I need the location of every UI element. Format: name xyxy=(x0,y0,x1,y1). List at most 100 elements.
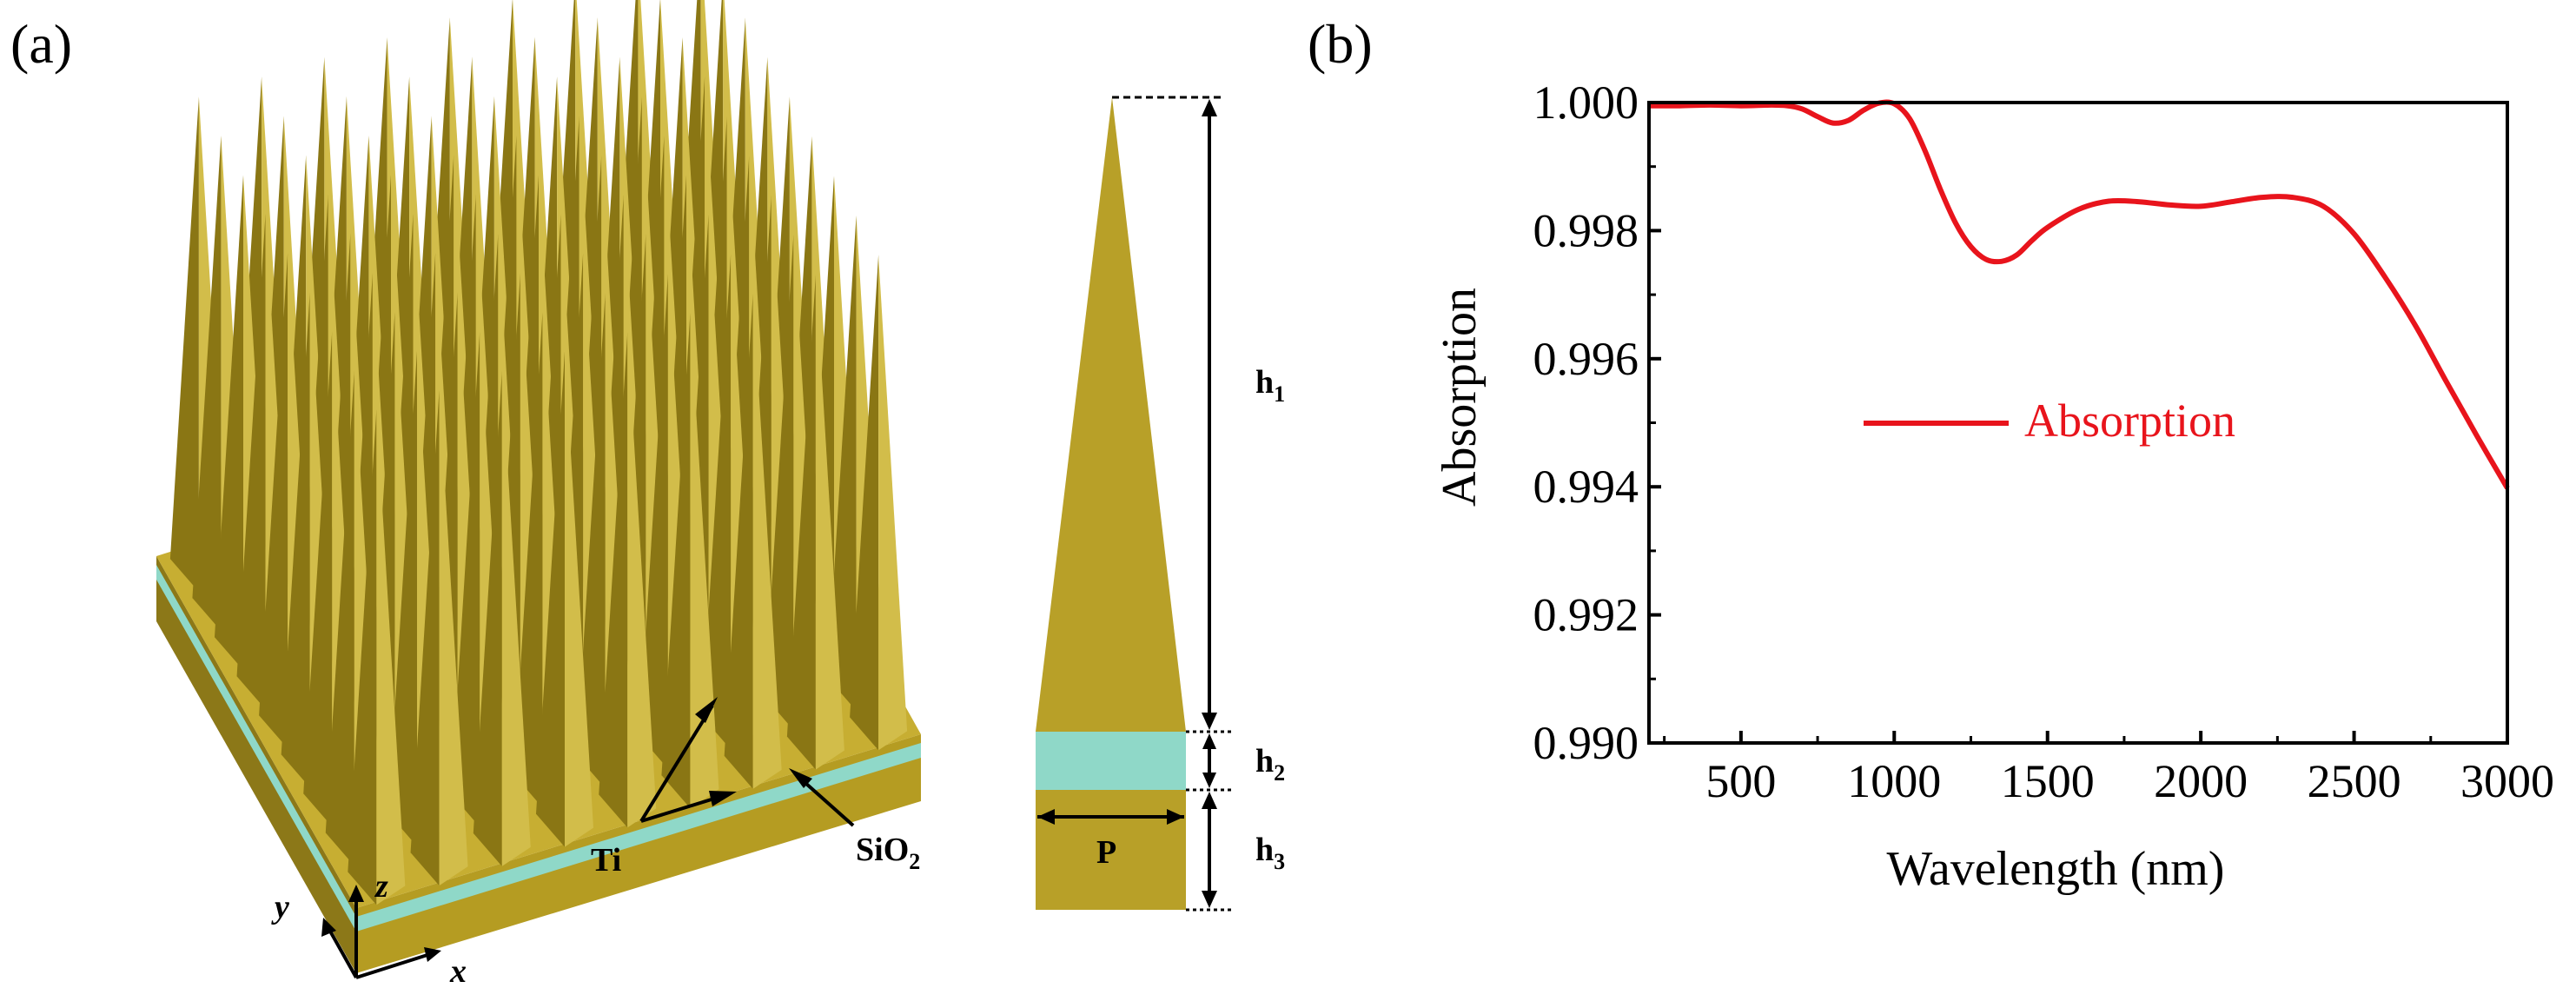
cone-lit-face xyxy=(627,332,657,828)
x-axis xyxy=(355,952,431,979)
cone-array xyxy=(169,0,908,905)
cone-shadow-face xyxy=(388,351,417,847)
unit-cell-cross-section: h1 h2 h3 P xyxy=(1036,96,1285,912)
cone-shadow-face xyxy=(827,215,857,711)
x-tick-label: 3000 xyxy=(2460,755,2554,807)
h2-label-main: h xyxy=(1255,743,1274,779)
x-axis-label: x xyxy=(449,953,467,990)
legend-label: Absorption xyxy=(2024,395,2235,447)
cone-shadow-face xyxy=(786,274,816,770)
cone-shadow-face xyxy=(236,214,266,710)
sio2-label-main: SiO xyxy=(856,832,909,868)
h2-label-sub: 2 xyxy=(1274,760,1285,786)
h3-label-sub: 3 xyxy=(1274,849,1285,874)
cone-shadow-face xyxy=(576,293,606,789)
cone-shadow-face xyxy=(169,96,199,593)
h1-label-sub: 1 xyxy=(1274,381,1285,407)
p-label: P xyxy=(1096,834,1116,871)
panel-a-label: (a) xyxy=(10,13,72,75)
x-tick-label: 500 xyxy=(1705,755,1776,807)
sio2-label: SiO2 xyxy=(856,832,920,874)
p-arrow-left xyxy=(1037,809,1055,825)
x-axis-head xyxy=(424,947,441,962)
cone-shadow-face xyxy=(281,292,310,788)
h3-label: h3 xyxy=(1255,832,1285,874)
h1-label-main: h xyxy=(1255,364,1274,401)
sio2-layer-right xyxy=(356,743,921,932)
cone-shadow-face xyxy=(724,293,753,789)
cone-shadow-face xyxy=(303,331,333,827)
x-tick-label: 2000 xyxy=(2154,755,2248,807)
h3-label-main: h xyxy=(1255,832,1274,868)
sio2-arrow-head xyxy=(789,768,812,788)
x-axis-title: Wavelength (nm) xyxy=(1887,842,2225,896)
y-axis xyxy=(327,927,358,978)
cone-shadow-face xyxy=(661,313,691,809)
cone-shadow-face xyxy=(765,235,794,731)
series-absorption-line xyxy=(1648,99,2510,490)
cone-shadow-face xyxy=(325,370,354,866)
h1-label: h1 xyxy=(1255,364,1285,407)
cone-shadow-face xyxy=(410,390,440,886)
z-axis-head xyxy=(348,885,364,902)
cone-lit-face xyxy=(752,293,782,789)
sio2-label-sub: 2 xyxy=(909,849,920,874)
legend: Absorption xyxy=(1864,395,2235,447)
ti-arrow-right-head xyxy=(709,791,737,806)
cone-shadow-face xyxy=(259,253,288,749)
y-tick-label: 0.990 xyxy=(1533,717,1639,769)
ti-label: Ti xyxy=(591,842,621,879)
sio2-layer-left xyxy=(156,565,356,932)
chart-ticks: 500 1000 1500 2000 2500 3000 0.990 0.992 0.994 0.… xyxy=(1533,76,2555,807)
h1-arrow-bottom xyxy=(1202,713,1217,730)
unit-cell-cone xyxy=(1036,97,1186,732)
unit-cell-sio2 xyxy=(1036,732,1186,790)
cone-lit-face xyxy=(815,274,844,770)
cone-shadow-face xyxy=(192,136,222,632)
panel-b-label: (b) xyxy=(1308,13,1373,75)
nanocone-array-illustration xyxy=(156,0,921,973)
h3-arrow-bottom xyxy=(1202,891,1217,908)
ti-arrow-up-head xyxy=(695,697,718,723)
y-axis-head xyxy=(321,918,336,937)
cone-shadow-face xyxy=(639,273,668,769)
plot-frame xyxy=(1647,101,2509,745)
z-axis-label: z xyxy=(374,868,388,905)
p-arrow-right xyxy=(1167,809,1184,825)
cone-shadow-face xyxy=(513,312,543,808)
cone-shadow-face xyxy=(599,332,628,828)
ti-arrow-up xyxy=(639,704,714,823)
x-tick-label: 2500 xyxy=(2308,755,2401,807)
cone-shadow-face xyxy=(451,331,480,827)
cone-shadow-face xyxy=(348,409,377,905)
unit-cell-substrate xyxy=(1036,790,1186,910)
cone-lit-face xyxy=(501,370,531,866)
cone-lit-face xyxy=(439,390,468,886)
h3-arrow-top xyxy=(1202,792,1217,809)
h2-arrow-top xyxy=(1202,733,1216,749)
ti-annotation: Ti xyxy=(591,697,737,879)
y-axis-label: y xyxy=(271,889,289,925)
cone-shadow-face xyxy=(702,254,732,750)
y-tick-label: 0.992 xyxy=(1533,589,1639,641)
y-tick-label: 0.998 xyxy=(1533,204,1639,256)
x-tick-label: 1000 xyxy=(1847,755,1941,807)
cone-shadow-face xyxy=(536,351,565,847)
absorption-chart: 500 1000 1500 2000 2500 3000 0.990 0.992 0.994 0.… xyxy=(1433,76,2554,896)
y-tick-label: 1.000 xyxy=(1533,76,1639,129)
cone-shadow-face xyxy=(850,255,879,751)
cone-lit-face xyxy=(376,409,406,905)
y-axis-title: Absorption xyxy=(1433,288,1487,507)
cone-lit-face xyxy=(878,255,908,751)
sio2-annotation: SiO2 xyxy=(789,768,920,874)
h2-label: h2 xyxy=(1255,743,1285,786)
h1-arrow-top xyxy=(1202,99,1217,116)
x-tick-label: 1500 xyxy=(2001,755,2095,807)
cone-lit-face xyxy=(565,351,593,847)
cone-shadow-face xyxy=(473,370,502,866)
coordinate-axes: z x y xyxy=(271,868,467,990)
cone-lit-face xyxy=(690,313,719,809)
cone-shadow-face xyxy=(215,175,243,671)
